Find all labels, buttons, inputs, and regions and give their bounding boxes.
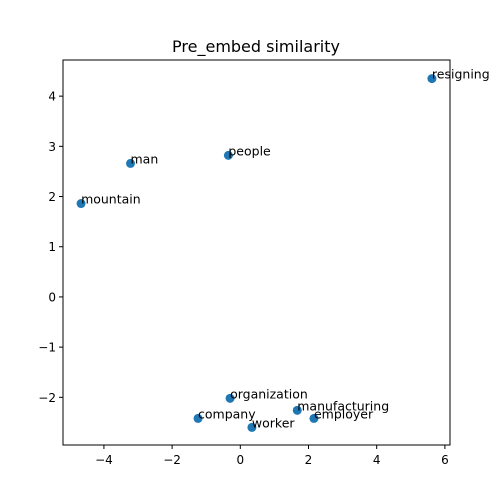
point-label-people: people (228, 143, 271, 158)
scatter-point-resigning (427, 74, 437, 84)
chart-marks: resigning people man mountain organizationma… (76, 67, 490, 432)
point-label-manufacturing: manufacturing (297, 398, 389, 413)
scatter-point-people (223, 150, 233, 160)
y-tick-label: 1 (48, 240, 56, 254)
scatter-point-company (193, 413, 203, 423)
y-tick-label: 2 (48, 190, 56, 204)
point-label-company: company (198, 406, 256, 421)
x-tick-label: 2 (305, 453, 313, 467)
y-tick-label: −2 (38, 391, 56, 405)
plot-frame (62, 59, 451, 446)
scatter-point-manufacturing (292, 405, 302, 415)
x-tick-label: 4 (373, 453, 381, 467)
x-tick-label: −4 (95, 453, 113, 467)
point-label-organization: organization (230, 386, 308, 401)
point-label-worker: worker (252, 415, 295, 430)
y-tick-label: −1 (38, 341, 56, 355)
y-tick-label: 3 (48, 140, 56, 154)
x-tick-label: 0 (236, 453, 244, 467)
scatter-point-mountain (76, 199, 86, 209)
point-label-mountain: mountain (81, 192, 141, 207)
point-label-employer: employer (314, 406, 374, 421)
point-label-man: man (131, 151, 159, 166)
chart-ticks: −4 −2 0 2 4 6 −2 −1 0 1 2 3 4 (38, 90, 448, 467)
point-label-resigning: resigning (432, 67, 490, 82)
scatter-point-organization (225, 393, 235, 403)
scatter-point-man (126, 158, 136, 168)
scatter-point-employer (309, 413, 319, 423)
chart-title: Pre_embed similarity (172, 37, 340, 57)
scatter-point-worker (247, 422, 257, 432)
x-tick-label: 6 (441, 453, 449, 467)
y-tick-label: 4 (48, 90, 56, 104)
x-tick-label: −2 (163, 453, 181, 467)
y-tick-label: 0 (48, 290, 56, 304)
